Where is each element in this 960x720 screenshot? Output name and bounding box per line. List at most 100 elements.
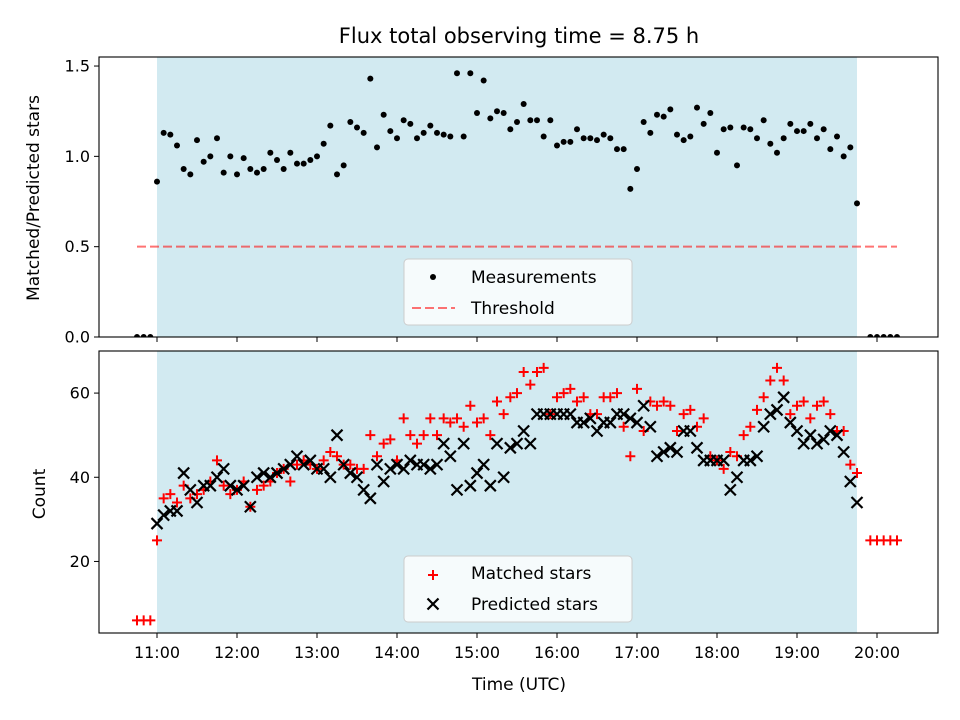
matched-star-point bbox=[538, 362, 549, 373]
predicted-star-point bbox=[837, 445, 850, 459]
measurement-point bbox=[507, 126, 514, 133]
matched-star-point bbox=[792, 400, 802, 411]
matched-star-point bbox=[718, 463, 729, 474]
predicted-star-point bbox=[690, 441, 704, 455]
measurement-point bbox=[727, 124, 734, 131]
matched-star-point bbox=[678, 409, 689, 420]
measurement-point bbox=[547, 117, 554, 124]
measurement-point bbox=[140, 334, 147, 337]
measurement-point bbox=[207, 153, 214, 160]
matched-star-point bbox=[172, 497, 182, 508]
measurement-point bbox=[760, 117, 767, 124]
measurement-point bbox=[734, 162, 740, 169]
predicted-star-point bbox=[744, 454, 757, 467]
measurement-point bbox=[874, 334, 880, 337]
predicted-star-point bbox=[750, 449, 764, 463]
x-tick-label: 19:00 bbox=[774, 643, 820, 662]
bottom-legend-box bbox=[403, 555, 633, 623]
legend-threshold-label: Threshold bbox=[470, 299, 555, 319]
measurement-point bbox=[887, 334, 894, 337]
measurement-point bbox=[747, 126, 754, 133]
predicted-star-point bbox=[337, 458, 350, 471]
matched-star-point bbox=[798, 396, 809, 407]
predicted-star-point bbox=[504, 441, 517, 455]
bottom-y-axis-label: Count bbox=[30, 468, 50, 519]
measurement-point bbox=[407, 120, 414, 127]
matched-star-point bbox=[492, 396, 502, 407]
measurement-point bbox=[580, 135, 587, 142]
matched-star-point bbox=[252, 484, 262, 495]
matched-star-point bbox=[745, 421, 756, 432]
matched-star-point bbox=[698, 413, 709, 424]
measurement-point bbox=[554, 142, 560, 149]
x-tick-label: 13:00 bbox=[294, 643, 340, 662]
measurement-point bbox=[240, 155, 247, 162]
predicted-star-point bbox=[210, 470, 224, 484]
top-y-axis-label: Matched/Predicted stars bbox=[24, 95, 44, 301]
matched-star-point bbox=[365, 430, 376, 441]
x-tick-label: 12:00 bbox=[214, 643, 260, 662]
matched-star-point bbox=[658, 396, 669, 407]
chart-title: Flux total observing time = 8.75 h bbox=[339, 24, 699, 48]
predicted-star-point bbox=[804, 428, 817, 442]
predicted-star-point bbox=[477, 458, 490, 471]
predicted-star-point bbox=[724, 483, 737, 497]
measurement-point bbox=[840, 153, 847, 160]
matched-star-point bbox=[432, 430, 442, 441]
measurement-point bbox=[647, 129, 654, 136]
measurement-point bbox=[667, 106, 674, 113]
measurement-point bbox=[294, 160, 300, 167]
measurement-point bbox=[480, 77, 487, 84]
predicted-star-point bbox=[397, 462, 410, 476]
predicted-star-point bbox=[684, 424, 697, 438]
measurement-point bbox=[320, 140, 327, 147]
predicted-star-point bbox=[657, 445, 670, 459]
measurement-point bbox=[654, 111, 660, 118]
predicted-star-point bbox=[264, 470, 277, 484]
top-legend-box bbox=[403, 258, 633, 326]
measurement-point bbox=[767, 140, 774, 147]
measurement-point bbox=[740, 124, 747, 131]
predicted-star-point bbox=[424, 462, 437, 476]
predicted-star-point bbox=[304, 454, 317, 467]
matched-star-point bbox=[572, 396, 582, 407]
predicted-star-point bbox=[384, 462, 397, 476]
predicted-star-point bbox=[484, 479, 497, 492]
predicted-star-point bbox=[377, 475, 390, 488]
predicted-star-point bbox=[317, 462, 330, 476]
predicted-star-point bbox=[517, 424, 530, 438]
matched-star-point bbox=[152, 535, 162, 546]
measurement-point bbox=[607, 135, 614, 142]
measurement-point bbox=[774, 149, 780, 156]
measurement-point bbox=[434, 129, 440, 136]
matched-star-point bbox=[372, 451, 382, 462]
predicted-star-point bbox=[204, 479, 217, 492]
measurement-point bbox=[867, 334, 874, 337]
predicted-star-point bbox=[150, 517, 164, 530]
x-tick-label: 17:00 bbox=[614, 643, 660, 662]
measurement-point bbox=[634, 166, 640, 172]
matched-star-point bbox=[825, 409, 836, 420]
measurement-point bbox=[160, 129, 167, 136]
x-axis-label: Time (UTC) bbox=[471, 675, 566, 695]
matched-star-point bbox=[665, 400, 676, 411]
predicted-star-point bbox=[757, 420, 770, 434]
measurement-point bbox=[680, 137, 687, 144]
measurement-point bbox=[574, 126, 580, 133]
measurement-point bbox=[527, 117, 534, 124]
matched-star-point bbox=[158, 493, 169, 504]
measurement-point bbox=[360, 129, 367, 136]
matched-star-point bbox=[552, 392, 562, 403]
predicted-star-point bbox=[184, 483, 197, 497]
predicted-star-point bbox=[524, 437, 537, 450]
measurement-point bbox=[340, 162, 347, 169]
measurement-point bbox=[400, 117, 407, 124]
matched-star-point bbox=[292, 459, 302, 470]
predicted-star-point bbox=[670, 445, 684, 459]
measurement-point bbox=[367, 75, 374, 82]
predicted-star-point bbox=[784, 416, 797, 429]
measurement-point bbox=[674, 131, 680, 138]
measurement-point bbox=[640, 119, 647, 126]
measurement-point bbox=[154, 178, 160, 185]
